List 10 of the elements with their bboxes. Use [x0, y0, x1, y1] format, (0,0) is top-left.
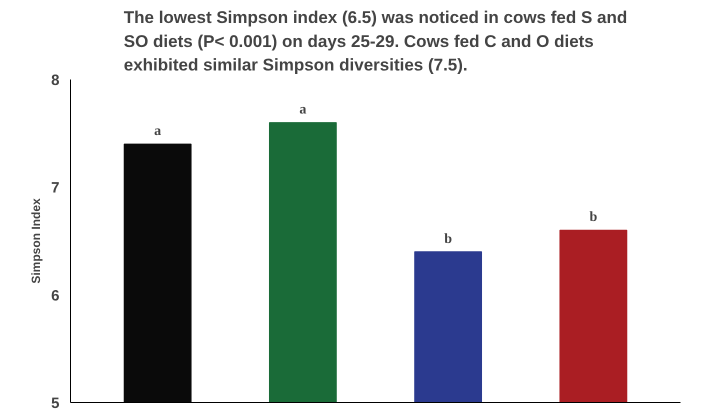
y-tick-label: 8 — [51, 72, 60, 89]
chart-title: The lowest Simpson index (6.5) was noticed in cows fed S and SO diets (P< 0.001) on days 25-29. Cows fed C and O diets exhibited similar Simpson diversities (7.5). — [124, 8, 628, 74]
y-tick-label: 6 — [51, 287, 60, 304]
data-label: a — [299, 102, 306, 118]
y-tick-label: 7 — [51, 180, 60, 197]
data-label: b — [589, 210, 598, 226]
data-label: a — [154, 124, 162, 140]
y-tick-label: 5 — [51, 395, 60, 412]
data-label: b — [444, 232, 452, 247]
y-axis-title: Simpson Index — [29, 198, 44, 284]
